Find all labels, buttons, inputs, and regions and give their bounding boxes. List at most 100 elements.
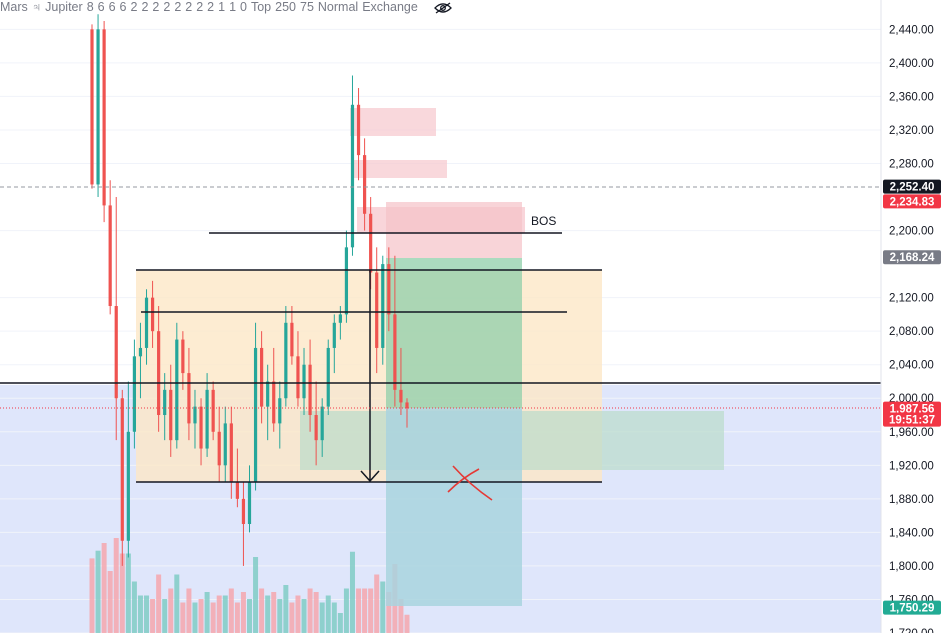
candle-body: [217, 431, 221, 466]
candle-body: [163, 389, 167, 416]
price-tag-label: 19:51:37: [889, 415, 935, 427]
indicator-item: 8: [86, 0, 94, 14]
volume-bar: [113, 538, 119, 633]
candle-body: [138, 347, 143, 357]
candle-body: [375, 272, 379, 348]
projection-arrow-head: [360, 470, 380, 483]
candle-body: [284, 322, 288, 399]
candle-body: [344, 247, 349, 315]
candle-body: [193, 406, 197, 424]
indicator-values: Mars ♃ Jupiter 8 6 6 6 2 2 2 2 2 2 2 2 1 1 0 Top 250 75 Norma…: [0, 0, 422, 14]
indicator-item: 2: [185, 0, 193, 14]
volume-bar: [265, 595, 271, 633]
indicator-item: 1: [229, 0, 237, 14]
volume-bar: [119, 553, 125, 633]
candle-body: [260, 347, 264, 407]
price-tag-label: 2,168.24: [890, 252, 935, 264]
price-tick-label: 1,840.00: [889, 527, 934, 539]
indicator-item: 2: [141, 0, 149, 14]
candle-body: [144, 297, 149, 348]
supply-zone-top: [350, 108, 436, 136]
indicator-item: 2: [196, 0, 204, 14]
price-tick-label: 2,440.00: [889, 24, 934, 36]
volume-bar: [259, 588, 265, 633]
candle-body: [150, 297, 155, 332]
price-tag-label: 2,234.83: [890, 196, 935, 208]
candle-body: [338, 314, 342, 323]
volume-bar: [289, 602, 295, 633]
volume-bar: [180, 602, 186, 633]
indicator-legend[interactable]: Mars ♃ Jupiter 8 6 6 6 2 2 2 2 2 2 2 2 1 1 0 Top 250 75 Norma…: [0, 0, 452, 16]
red-x-mark: [452, 465, 493, 501]
price-tag-bg: [883, 600, 941, 615]
volume-bar: [101, 543, 107, 633]
volume-bar: [343, 588, 349, 633]
candle-body: [211, 389, 215, 432]
candle-body: [175, 339, 179, 441]
indicator-item: Top: [250, 0, 272, 14]
indicator-item: 2: [207, 0, 215, 14]
price-tick-label: 2,360.00: [889, 91, 934, 103]
volume-bar: [216, 595, 222, 633]
bos-label: BOS: [531, 214, 556, 228]
candle-body: [356, 104, 361, 156]
price-tick-label: 1,800.00: [889, 561, 934, 573]
indicator-item: 0: [240, 0, 247, 14]
candle-body: [278, 398, 282, 424]
volume-bar: [362, 588, 368, 633]
candle-body: [102, 29, 106, 206]
volume-bar: [174, 574, 180, 633]
indicator-item: Mars: [0, 0, 28, 14]
volume-bar: [374, 574, 380, 633]
volume-bar: [144, 595, 150, 633]
indicator-item: 2: [174, 0, 182, 14]
short-position-risk: [386, 202, 522, 258]
candle-body: [90, 29, 94, 185]
volume-bar: [186, 588, 192, 633]
volume-bar: [398, 599, 404, 633]
price-tags: 2,252.402,234.832,168.241,987.5619:51:37…: [883, 179, 941, 615]
supply-zone-mid: [352, 160, 447, 178]
volume-bar: [95, 550, 101, 633]
volume-bar: [283, 585, 289, 633]
volume-bar: [240, 592, 246, 633]
candle-body: [235, 482, 239, 499]
volume-bar: [137, 595, 143, 633]
hide-eye-icon[interactable]: [433, 2, 452, 14]
candle-body: [241, 498, 246, 525]
indicator-item: 6: [108, 0, 116, 14]
price-tag-bg: [883, 179, 941, 194]
candle-body: [350, 104, 355, 248]
volume-bar: [162, 599, 168, 633]
volume-bar: [192, 602, 198, 633]
price-tag-label: 2,252.40: [890, 182, 935, 194]
indicator-item: ♃: [31, 0, 42, 14]
volume-bar: [301, 599, 307, 633]
volume-bar: [156, 574, 162, 633]
candle-body: [314, 415, 318, 441]
volume-bar: [228, 588, 234, 633]
volume-bar: [247, 599, 252, 633]
volume-bar: [204, 592, 210, 633]
volume-bar: [307, 588, 313, 633]
volume-bar: [125, 553, 131, 633]
price-tag-bg: [883, 250, 941, 265]
candle-body: [114, 306, 118, 399]
volume-bar: [198, 599, 204, 633]
volume-bar: [131, 581, 137, 633]
indicator-item: 250: [275, 0, 296, 14]
volume-bar: [210, 602, 216, 633]
volume-bar: [349, 551, 355, 633]
candle-body: [296, 356, 300, 399]
volume-bar: [107, 571, 113, 633]
candle-body: [247, 482, 252, 525]
candle-body: [199, 406, 203, 449]
candle-body: [369, 213, 373, 273]
price-tick-label: 1,880.00: [889, 494, 934, 506]
indicator-item: 2: [152, 0, 160, 14]
candle-body: [108, 205, 112, 307]
candle-body: [308, 364, 312, 416]
price-axis[interactable]: 2,440.00 2,400.00 2,360.00 2,320.00 2,280.00…: [889, 24, 934, 633]
candle-body: [381, 264, 385, 348]
